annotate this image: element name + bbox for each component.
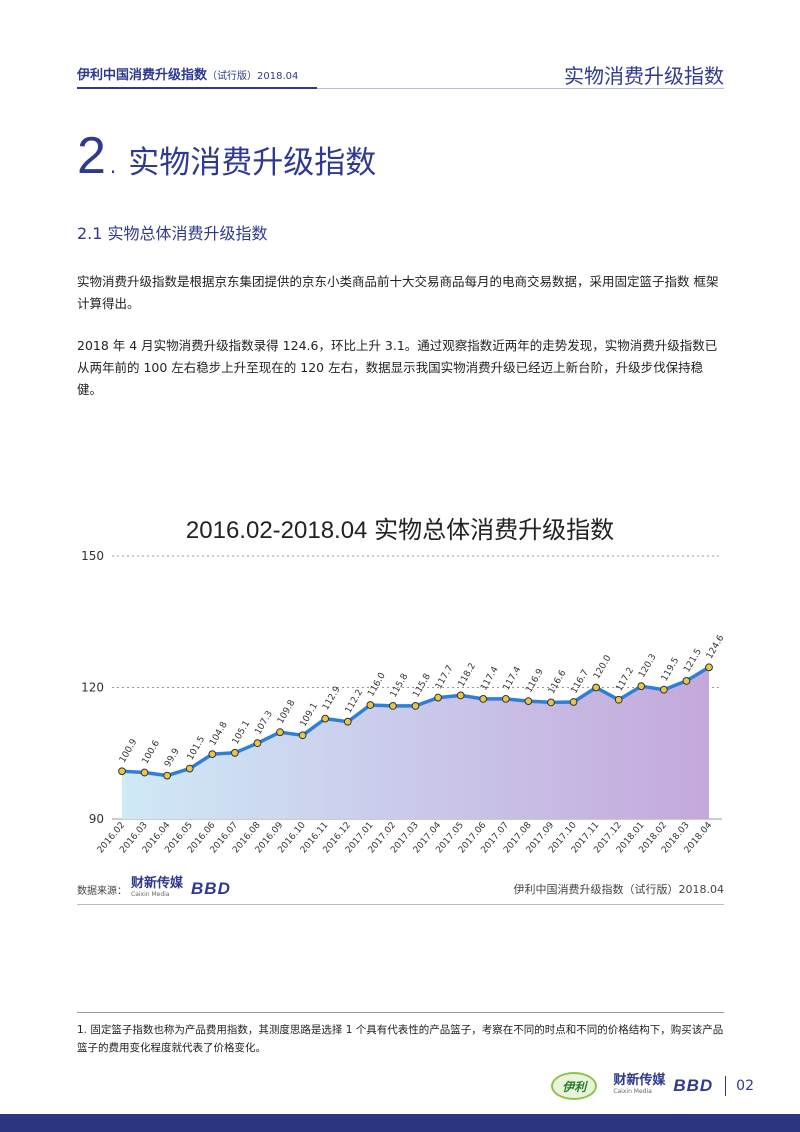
data-point <box>479 694 488 703</box>
data-point <box>614 695 623 704</box>
data-label: 109.8 <box>276 698 298 726</box>
y-tick-label: 150 <box>81 549 104 563</box>
data-point <box>163 771 172 780</box>
data-point <box>343 717 352 726</box>
data-point <box>434 693 442 702</box>
data-label: 119.5 <box>660 656 682 683</box>
data-label: 116.9 <box>524 667 546 695</box>
data-label: 100.9 <box>118 737 140 765</box>
data-point <box>366 701 375 709</box>
data-label: 117.2 <box>615 666 637 693</box>
data-label: 116.0 <box>366 671 388 699</box>
footer-caixin-logo: 财新传媒 Caixin Media <box>613 1073 666 1097</box>
source-label: 数据来源： <box>77 885 127 897</box>
data-label: 124.6 <box>705 633 727 661</box>
caixin-logo-subtext: Caixin Media <box>131 891 170 898</box>
data-point <box>140 768 149 777</box>
chart-source: 数据来源： 财新传媒 Caixin Media BBD <box>77 876 231 900</box>
data-label: 112.9 <box>321 685 343 713</box>
data-point <box>524 697 533 705</box>
paragraph-intro: 实物消费升级指数是根据京东集团提供的京东小类商品前十大交易商品每月的电商交易数据… <box>77 274 719 311</box>
chart-area <box>122 667 709 819</box>
data-point <box>411 702 420 710</box>
footer-logos: 伊利 财新传媒 Caixin Media BBD 02 <box>551 1072 754 1100</box>
data-point <box>321 714 330 723</box>
data-point <box>592 683 601 692</box>
data-label: 117.4 <box>479 665 501 693</box>
section-number: 2 <box>77 127 106 185</box>
footer-caixin-logo-subtext: Caixin Media <box>613 1088 652 1095</box>
header-title-main: 伊利中国消费升级指数 <box>77 68 208 83</box>
data-label: 105.1 <box>231 719 253 746</box>
data-label: 104.8 <box>208 720 230 748</box>
header-rule-accent <box>77 87 317 89</box>
data-label: 115.8 <box>389 672 411 700</box>
data-point <box>456 691 465 700</box>
data-point <box>389 702 397 710</box>
header-section-title: 实物消费升级指数 <box>564 64 724 88</box>
footnote-rule <box>77 1012 724 1013</box>
chart-y-ticks: 90 120 150 <box>81 549 104 826</box>
chart-title: 2016.02-2018.04 实物总体消费升级指数 <box>186 517 614 544</box>
caixin-logo-text: 财新传媒 <box>131 876 184 891</box>
data-label: 116.6 <box>547 668 569 696</box>
data-point <box>208 750 217 759</box>
data-label: 118.2 <box>457 662 479 689</box>
data-point <box>276 728 284 737</box>
page-number-separator <box>725 1076 727 1096</box>
header-rule <box>317 88 724 89</box>
data-point <box>253 739 262 748</box>
data-point <box>705 663 713 672</box>
data-label: 120.0 <box>592 653 614 681</box>
subsection-heading: 2.1 实物总体消费升级指数 <box>77 224 268 243</box>
data-label: 115.8 <box>411 672 433 700</box>
section-dot: . <box>109 154 117 178</box>
footer-bar <box>0 1114 800 1132</box>
data-point <box>230 748 239 757</box>
data-point <box>118 767 126 776</box>
data-label: 117.7 <box>434 664 456 691</box>
y-tick-label: 120 <box>81 681 104 695</box>
data-point <box>501 694 510 703</box>
data-point <box>298 731 307 740</box>
data-point <box>547 698 555 707</box>
data-label: 107.3 <box>253 709 275 736</box>
footnote: 1. 固定篮子指数也称为产品费用指数，其测度思路是选择 1 个具有代表性的产品篮… <box>77 1024 724 1054</box>
data-point <box>637 682 646 691</box>
page-number: 02 <box>736 1078 754 1094</box>
section-title: 实物消费升级指数 <box>128 145 377 181</box>
chart-brand-caption: 伊利中国消费升级指数（试行版）2018.04 <box>513 883 725 896</box>
index-area-chart: 2016.02-2018.04 实物总体消费升级指数 100.9 100.6 99.… <box>81 517 727 855</box>
data-label: 99.9 <box>163 747 182 770</box>
yili-logo: 伊利 <box>551 1072 598 1100</box>
section-heading: 2. 实物消费升级指数 <box>77 126 376 186</box>
area-fill <box>122 667 709 819</box>
footer-caixin-logo-text: 财新传媒 <box>613 1073 666 1088</box>
chart-x-ticks: 2016.022016.032016.042016.052016.062016.… <box>96 820 715 855</box>
y-tick-label: 90 <box>89 812 104 826</box>
chart-markers <box>118 663 713 780</box>
footer-bbd-logo: BBD <box>673 1076 714 1095</box>
header-report-title: 伊利中国消费升级指数（试行版）2018.04 <box>77 64 298 83</box>
data-point <box>569 698 578 706</box>
header-title-edition: （试行版）2018.04 <box>207 71 299 82</box>
caixin-logo: 财新传媒 Caixin Media <box>131 876 184 900</box>
data-label: 120.3 <box>637 652 659 679</box>
data-point <box>682 677 691 685</box>
data-label: 100.6 <box>141 738 163 766</box>
bbd-logo: BBD <box>191 879 231 898</box>
paragraph-analysis: 2018 年 4 月实物消费升级指数录得 124.6，环比上升 3.1。通过观察… <box>77 338 718 397</box>
chart-source-rule <box>77 904 724 905</box>
data-label: 117.4 <box>502 665 524 693</box>
data-point <box>185 764 194 773</box>
data-point <box>659 685 668 694</box>
